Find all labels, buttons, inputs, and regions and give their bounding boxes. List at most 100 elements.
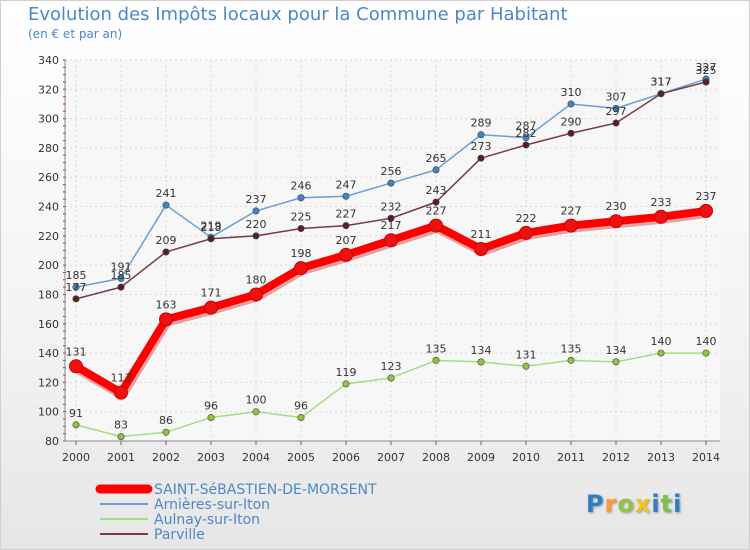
- x-tick-label: 2009: [467, 451, 495, 464]
- series-1-data-label: 209: [156, 234, 177, 247]
- series-3-point: [114, 385, 128, 400]
- series-2-data-label: 140: [696, 335, 717, 348]
- x-tick-label: 2011: [557, 451, 585, 464]
- series-3-data-label: 230: [606, 200, 627, 213]
- series-2-point: [657, 349, 665, 357]
- series-3-point: [384, 233, 398, 248]
- series-0-data-label: 256: [381, 165, 402, 178]
- series-3-point: [204, 300, 218, 315]
- series-0-data-label: 289: [471, 117, 492, 130]
- series-0-point: [612, 104, 620, 112]
- series-1-data-label: 227: [336, 208, 357, 221]
- series-3-data-label: 222: [516, 212, 537, 225]
- series-3-data-label: 198: [291, 247, 312, 260]
- y-tick-label: 160: [38, 318, 59, 331]
- x-tick-label: 2005: [287, 451, 315, 464]
- series-0-data-label: 307: [606, 90, 627, 103]
- series-1-point: [567, 129, 575, 137]
- x-tick-label: 2000: [62, 451, 90, 464]
- series-1-data-label: 290: [561, 115, 582, 128]
- series-3-data-label: 227: [426, 205, 447, 218]
- series-3-point: [699, 203, 713, 218]
- series-2-point: [207, 414, 215, 422]
- y-tick-label: 240: [38, 201, 59, 214]
- chart-title: Evolution des Impôts locaux pour la Comm…: [28, 4, 568, 25]
- series-0-point: [387, 179, 395, 187]
- series-1-data-label: 317: [651, 76, 672, 89]
- legend-label-3: Parville: [154, 527, 205, 543]
- series-3-data-label: 211: [471, 228, 492, 241]
- y-tick-label: 320: [38, 83, 59, 96]
- series-2-data-label: 131: [516, 348, 537, 361]
- series-2-data-label: 140: [651, 335, 672, 348]
- series-1-point: [657, 90, 665, 98]
- series-3-data-label: 180: [246, 273, 267, 286]
- series-1-point: [162, 248, 170, 256]
- series-0-point: [297, 194, 305, 202]
- series-2-data-label: 134: [606, 344, 627, 357]
- series-2-data-label: 96: [204, 400, 218, 413]
- x-tick-label: 2004: [242, 451, 270, 464]
- series-3-point: [339, 247, 353, 262]
- series-0-data-label: 191: [111, 260, 132, 273]
- series-0-point: [567, 100, 575, 108]
- series-2-data-label: 91: [69, 407, 83, 420]
- series-0-data-label: 265: [426, 152, 447, 165]
- y-tick-label: 80: [45, 435, 59, 448]
- series-3-data-label: 171: [201, 287, 222, 300]
- x-tick-label: 2014: [692, 451, 720, 464]
- y-tick-label: 220: [38, 230, 59, 243]
- series-1-point: [72, 295, 80, 303]
- series-0-data-label: 246: [291, 180, 312, 193]
- y-tick-label: 140: [38, 347, 59, 360]
- x-tick-label: 2006: [332, 451, 360, 464]
- x-tick-label: 2001: [107, 451, 135, 464]
- series-1-point: [432, 198, 440, 206]
- series-3-point: [249, 287, 263, 302]
- y-tick-label: 340: [38, 54, 59, 67]
- series-1-data-label: 232: [381, 200, 402, 213]
- series-1-data-label: 218: [201, 221, 222, 234]
- series-1-data-label: 243: [426, 184, 447, 197]
- series-1-data-label: 177: [66, 281, 87, 294]
- series-1-point: [117, 283, 125, 291]
- series-2-data-label: 134: [471, 344, 492, 357]
- series-1-data-label: 325: [696, 64, 717, 77]
- series-3-data-label: 163: [156, 298, 177, 311]
- series-2-point: [72, 421, 80, 429]
- series-0-point: [432, 166, 440, 174]
- series-0-data-label: 317: [651, 76, 672, 89]
- series-2-data-label: 83: [114, 419, 128, 432]
- y-tick-label: 200: [38, 259, 59, 272]
- series-1-data-label: 273: [471, 140, 492, 153]
- series-1-data-label: 225: [291, 211, 312, 224]
- series-2-point: [387, 374, 395, 382]
- series-2-data-label: 96: [294, 400, 308, 413]
- series-3-data-label: 227: [561, 205, 582, 218]
- series-3-point: [159, 312, 173, 327]
- series-0-data-label: 185: [66, 269, 87, 282]
- series-2-point: [117, 433, 125, 441]
- series-1-point: [477, 154, 485, 162]
- series-1-data-label: 185: [111, 269, 132, 282]
- series-2-data-label: 135: [561, 342, 582, 355]
- series-0-data-label: 287: [516, 120, 537, 133]
- x-tick-label: 2003: [197, 451, 225, 464]
- series-1-data-label: 220: [246, 218, 267, 231]
- series-1-point: [207, 235, 215, 243]
- y-tick-label: 180: [38, 288, 59, 301]
- series-2-data-label: 123: [381, 360, 402, 373]
- series-0-point: [117, 274, 125, 282]
- series-0-point: [72, 283, 80, 291]
- series-1-data-label: 282: [516, 127, 537, 140]
- x-tick-label: 2002: [152, 451, 180, 464]
- series-1-data-label: 297: [606, 105, 627, 118]
- x-tick-label: 2013: [647, 451, 675, 464]
- series-3-data-label: 113: [111, 372, 132, 385]
- legend-label-0: SAINT-SéBASTIEN-DE-MORSENT: [154, 482, 377, 498]
- series-0-data-label: 327: [696, 61, 717, 74]
- series-1-point: [702, 78, 710, 86]
- series-3-data-label: 131: [66, 345, 87, 358]
- chart-subtitle: (en € et par an): [28, 27, 123, 41]
